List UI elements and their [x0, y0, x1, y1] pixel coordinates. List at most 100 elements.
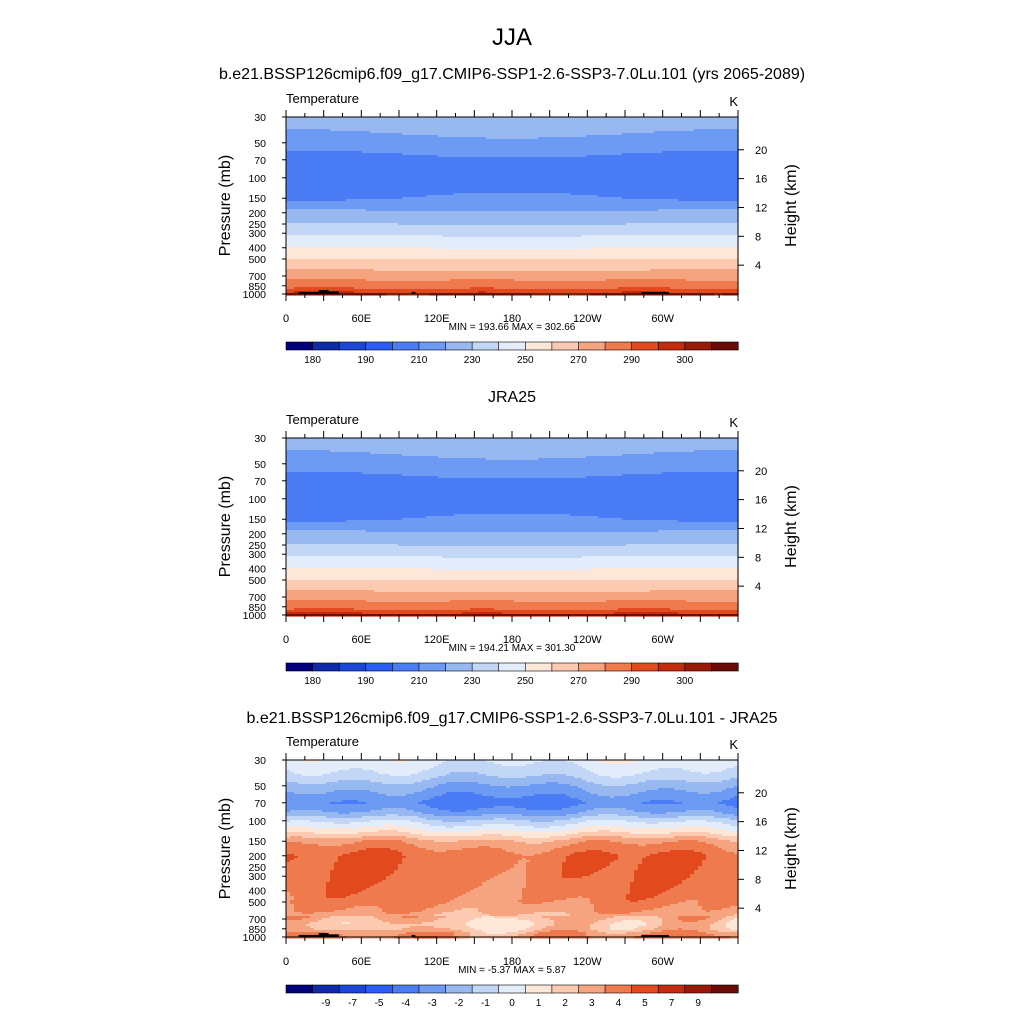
- colorbar-swatch: [551, 341, 580, 351]
- y-right-tick-label: 20: [755, 466, 767, 478]
- y-tick-label: 200: [248, 208, 266, 220]
- colorbar-label: 5: [642, 998, 648, 1009]
- terrain-segment: [318, 933, 329, 937]
- x-tick-label: 60E: [352, 956, 372, 968]
- colorbar-swatch: [445, 341, 473, 351]
- colorbar-label: 0: [509, 998, 515, 1009]
- y-tick-label: 30: [254, 112, 266, 124]
- panel-difference: 3050701001502002503004005007008501000201…: [217, 734, 800, 1009]
- colorbar-swatch: [471, 341, 500, 351]
- contour-fill: [286, 760, 739, 939]
- colorbar-label: -4: [401, 998, 410, 1009]
- colorbar-swatch: [684, 662, 713, 672]
- y-right-tick-label: 16: [755, 495, 767, 507]
- colorbar-swatch: [711, 662, 739, 672]
- colorbar-swatch: [551, 662, 580, 672]
- y-axis-label: Pressure (mb): [217, 476, 234, 577]
- y-axis-label: Pressure (mb): [217, 798, 234, 899]
- colorbar-swatch: [312, 341, 340, 351]
- x-tick-label: 60E: [352, 634, 372, 646]
- y-tick-label: 100: [248, 494, 266, 506]
- colorbar-label: 290: [623, 676, 640, 687]
- terrain-mask: [298, 290, 669, 294]
- colorbar-swatch: [338, 984, 367, 994]
- colorbar-swatch: [365, 662, 393, 672]
- y-tick-label: 500: [248, 254, 266, 266]
- colorbar-swatch: [524, 662, 553, 672]
- y-right-tick-label: 4: [755, 903, 761, 915]
- colorbar-swatch: [365, 984, 393, 994]
- terrain-segment: [328, 934, 339, 937]
- y-right-tick-label: 12: [755, 523, 767, 535]
- x-tick-label: 60E: [352, 313, 372, 325]
- y-tick-label: 850: [248, 924, 266, 936]
- colorbar-swatch: [418, 341, 447, 351]
- y-tick-label: 100: [248, 816, 266, 828]
- y-right-axis-label: Height (km): [783, 807, 800, 890]
- terrain-segment: [298, 934, 319, 937]
- panels: 3050701001502002503004005007008501000201…: [217, 91, 800, 1009]
- x-tick-label: 120W: [573, 956, 602, 968]
- y-right-tick-label: 12: [755, 845, 767, 857]
- colorbar-label: 190: [357, 355, 374, 366]
- colorbar-swatch: [578, 984, 606, 994]
- x-tick-label: 120W: [573, 313, 602, 325]
- terrain-segment: [328, 291, 339, 294]
- colorbar-label: -9: [321, 998, 330, 1009]
- x-tick-label: 0: [283, 634, 289, 646]
- y-tick-label: 30: [254, 755, 266, 767]
- y-tick-label: 70: [254, 155, 266, 167]
- x-tick-label: 120W: [573, 634, 602, 646]
- colorbar-swatch: [498, 984, 526, 994]
- x-tick-label: 60W: [651, 634, 674, 646]
- colorbar-swatch: [711, 984, 739, 994]
- y-tick-label: 250: [248, 219, 266, 231]
- colorbar-swatch: [711, 341, 739, 351]
- y-tick-label: 50: [254, 459, 266, 471]
- colorbar-swatch: [338, 341, 367, 351]
- y-right-tick-label: 4: [755, 581, 761, 593]
- y-tick-label: 300: [248, 871, 266, 883]
- colorbar-swatch: [524, 984, 553, 994]
- colorbar: 180 190 210 230 250 270 290 300: [285, 662, 739, 687]
- colorbar-swatch: [684, 984, 713, 994]
- y-tick-label: 1000: [243, 932, 267, 944]
- y-tick-label: 250: [248, 862, 266, 874]
- colorbar-label: 180: [304, 355, 321, 366]
- colorbar-swatch: [312, 662, 340, 672]
- terrain-segment: [298, 291, 319, 294]
- y-tick-label: 850: [248, 602, 266, 614]
- x-tick-label: 120E: [424, 956, 450, 968]
- colorbar-label: 230: [464, 676, 481, 687]
- x-tick-label: 0: [283, 313, 289, 325]
- colorbar-swatch: [365, 341, 393, 351]
- colorbar-label: -2: [454, 998, 463, 1009]
- colorbar-swatch: [338, 662, 367, 672]
- colorbar-swatch: [471, 662, 500, 672]
- colorbar: -9 -7 -5 -4 -3 -2 -1 0 1 2 3 4 5 7 9: [285, 984, 739, 1009]
- colorbar-swatch: [578, 341, 606, 351]
- y-right-tick-label: 20: [755, 145, 767, 157]
- y-tick-label: 30: [254, 433, 266, 445]
- x-tick-label: 0: [283, 956, 289, 968]
- colorbar: 180 190 210 230 250 270 290 300: [285, 341, 739, 366]
- colorbar-label: 1: [536, 998, 542, 1009]
- colorbar-swatch: [285, 984, 314, 994]
- y-tick-label: 700: [248, 914, 266, 926]
- colorbar-swatch: [285, 341, 314, 351]
- terrain-segment: [411, 291, 416, 294]
- colorbar-label: 250: [517, 676, 534, 687]
- x-tick-label: 60W: [651, 956, 674, 968]
- y-right-tick-label: 8: [755, 552, 761, 564]
- terrain-segment: [641, 935, 669, 937]
- y-tick-label: 200: [248, 529, 266, 541]
- colorbar-swatch: [498, 341, 526, 351]
- colorbar-label: -5: [375, 998, 384, 1009]
- y-tick-label: 300: [248, 228, 266, 240]
- terrain-segment: [318, 290, 329, 294]
- colorbar-swatch: [657, 984, 686, 994]
- colorbar-swatch: [604, 341, 633, 351]
- colorbar-label: -3: [428, 998, 437, 1009]
- y-tick-label: 1000: [243, 610, 267, 622]
